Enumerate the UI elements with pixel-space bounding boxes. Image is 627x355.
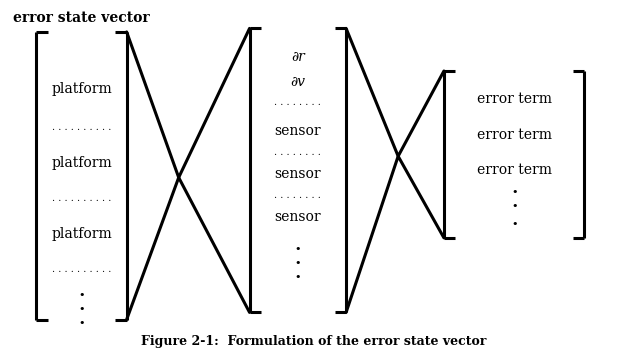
Text: . . . . . . . . . .: . . . . . . . . . . xyxy=(52,194,111,203)
Text: platform: platform xyxy=(51,227,112,241)
Text: platform: platform xyxy=(51,156,112,170)
Text: . . . . . . . .: . . . . . . . . xyxy=(275,98,321,108)
Text: sensor: sensor xyxy=(275,124,321,138)
Text: . . . . . . . .: . . . . . . . . xyxy=(275,191,321,200)
Text: error term: error term xyxy=(477,128,552,142)
Text: •: • xyxy=(295,244,301,253)
Text: error term: error term xyxy=(477,92,552,106)
Text: •: • xyxy=(511,187,517,197)
Text: •: • xyxy=(295,258,301,268)
Text: •: • xyxy=(295,272,301,282)
Text: error state vector: error state vector xyxy=(13,11,149,24)
Text: Figure 2-1:  Formulation of the error state vector: Figure 2-1: Formulation of the error sta… xyxy=(141,335,486,348)
Text: platform: platform xyxy=(51,82,112,96)
Text: ∂r: ∂r xyxy=(291,50,305,64)
Text: •: • xyxy=(78,290,85,300)
Text: sensor: sensor xyxy=(275,167,321,181)
Text: . . . . . . . . . .: . . . . . . . . . . xyxy=(52,123,111,132)
Text: ∂v: ∂v xyxy=(290,75,305,89)
Text: •: • xyxy=(78,304,85,314)
Text: . . . . . . . . . .: . . . . . . . . . . xyxy=(52,265,111,274)
Text: •: • xyxy=(511,219,517,229)
Text: error term: error term xyxy=(477,163,552,178)
Text: •: • xyxy=(511,201,517,211)
Text: sensor: sensor xyxy=(275,209,321,224)
Text: •: • xyxy=(78,318,85,328)
Text: . . . . . . . .: . . . . . . . . xyxy=(275,148,321,157)
